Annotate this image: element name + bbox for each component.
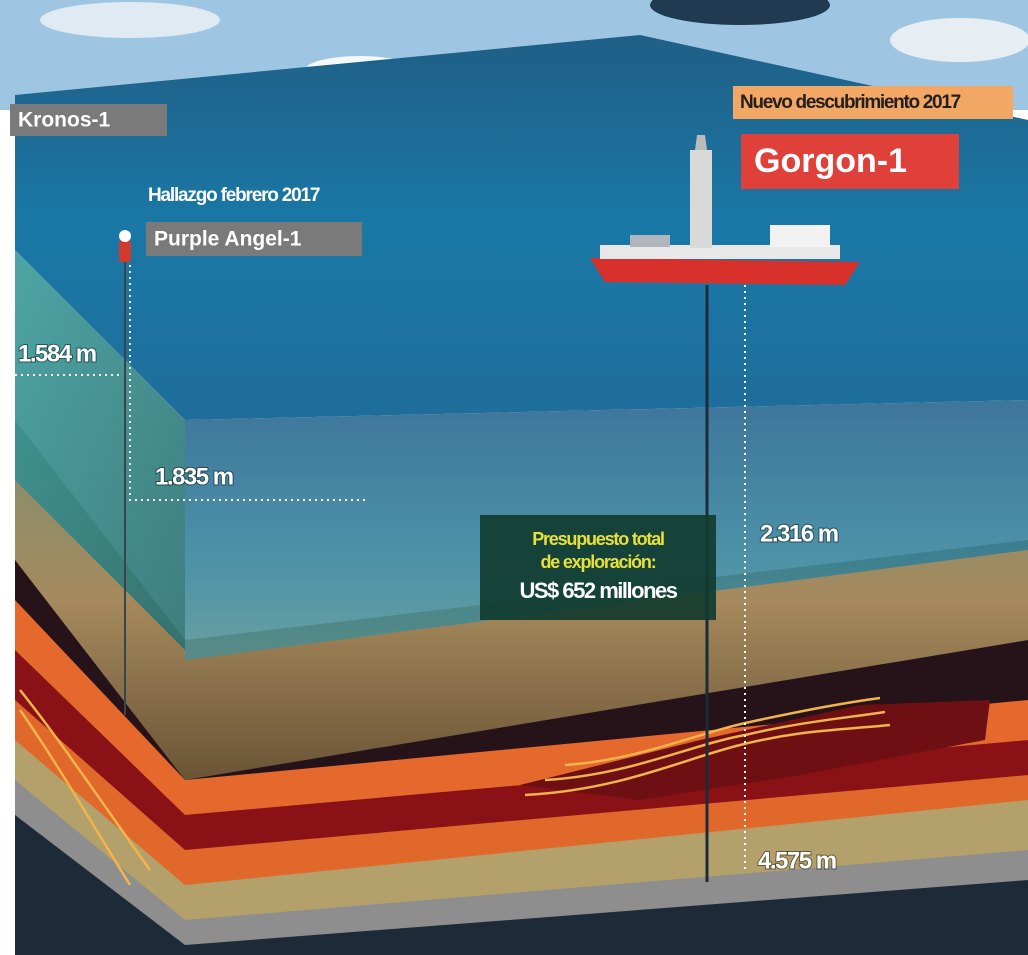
well-note: Hallazgo febrero 2017 bbox=[148, 185, 320, 206]
label-box bbox=[741, 134, 959, 189]
dotted-guide bbox=[129, 265, 365, 501]
budget-text: de exploración: bbox=[540, 552, 655, 572]
depth-label: 2.316 m bbox=[760, 520, 838, 547]
well-name: Gorgon-1 bbox=[754, 142, 907, 180]
seabed bbox=[15, 420, 1028, 780]
drillship bbox=[590, 135, 860, 285]
sea-surface bbox=[15, 35, 1028, 420]
label-box bbox=[10, 104, 167, 136]
budget-amount: US$ 652 millones bbox=[520, 578, 678, 603]
cloud bbox=[890, 18, 1028, 62]
budget-box bbox=[480, 515, 716, 620]
reservoir-lines bbox=[18, 689, 891, 886]
depth-label: 1.835 m bbox=[155, 463, 233, 490]
label-box bbox=[146, 222, 362, 256]
depth-label: 4.575 m bbox=[758, 847, 836, 874]
water-side bbox=[15, 250, 185, 650]
buoy bbox=[119, 230, 131, 262]
depth-label: 1.584 m bbox=[18, 340, 96, 367]
label-box bbox=[733, 86, 1013, 119]
cloud bbox=[40, 2, 220, 38]
budget-text: Presupuesto total bbox=[532, 529, 664, 549]
globe bbox=[650, 0, 830, 25]
well-name: Kronos-1 bbox=[18, 109, 110, 132]
well-note: Nuevo descubrimiento 2017 bbox=[740, 92, 961, 113]
well-name: Purple Angel-1 bbox=[154, 228, 302, 251]
